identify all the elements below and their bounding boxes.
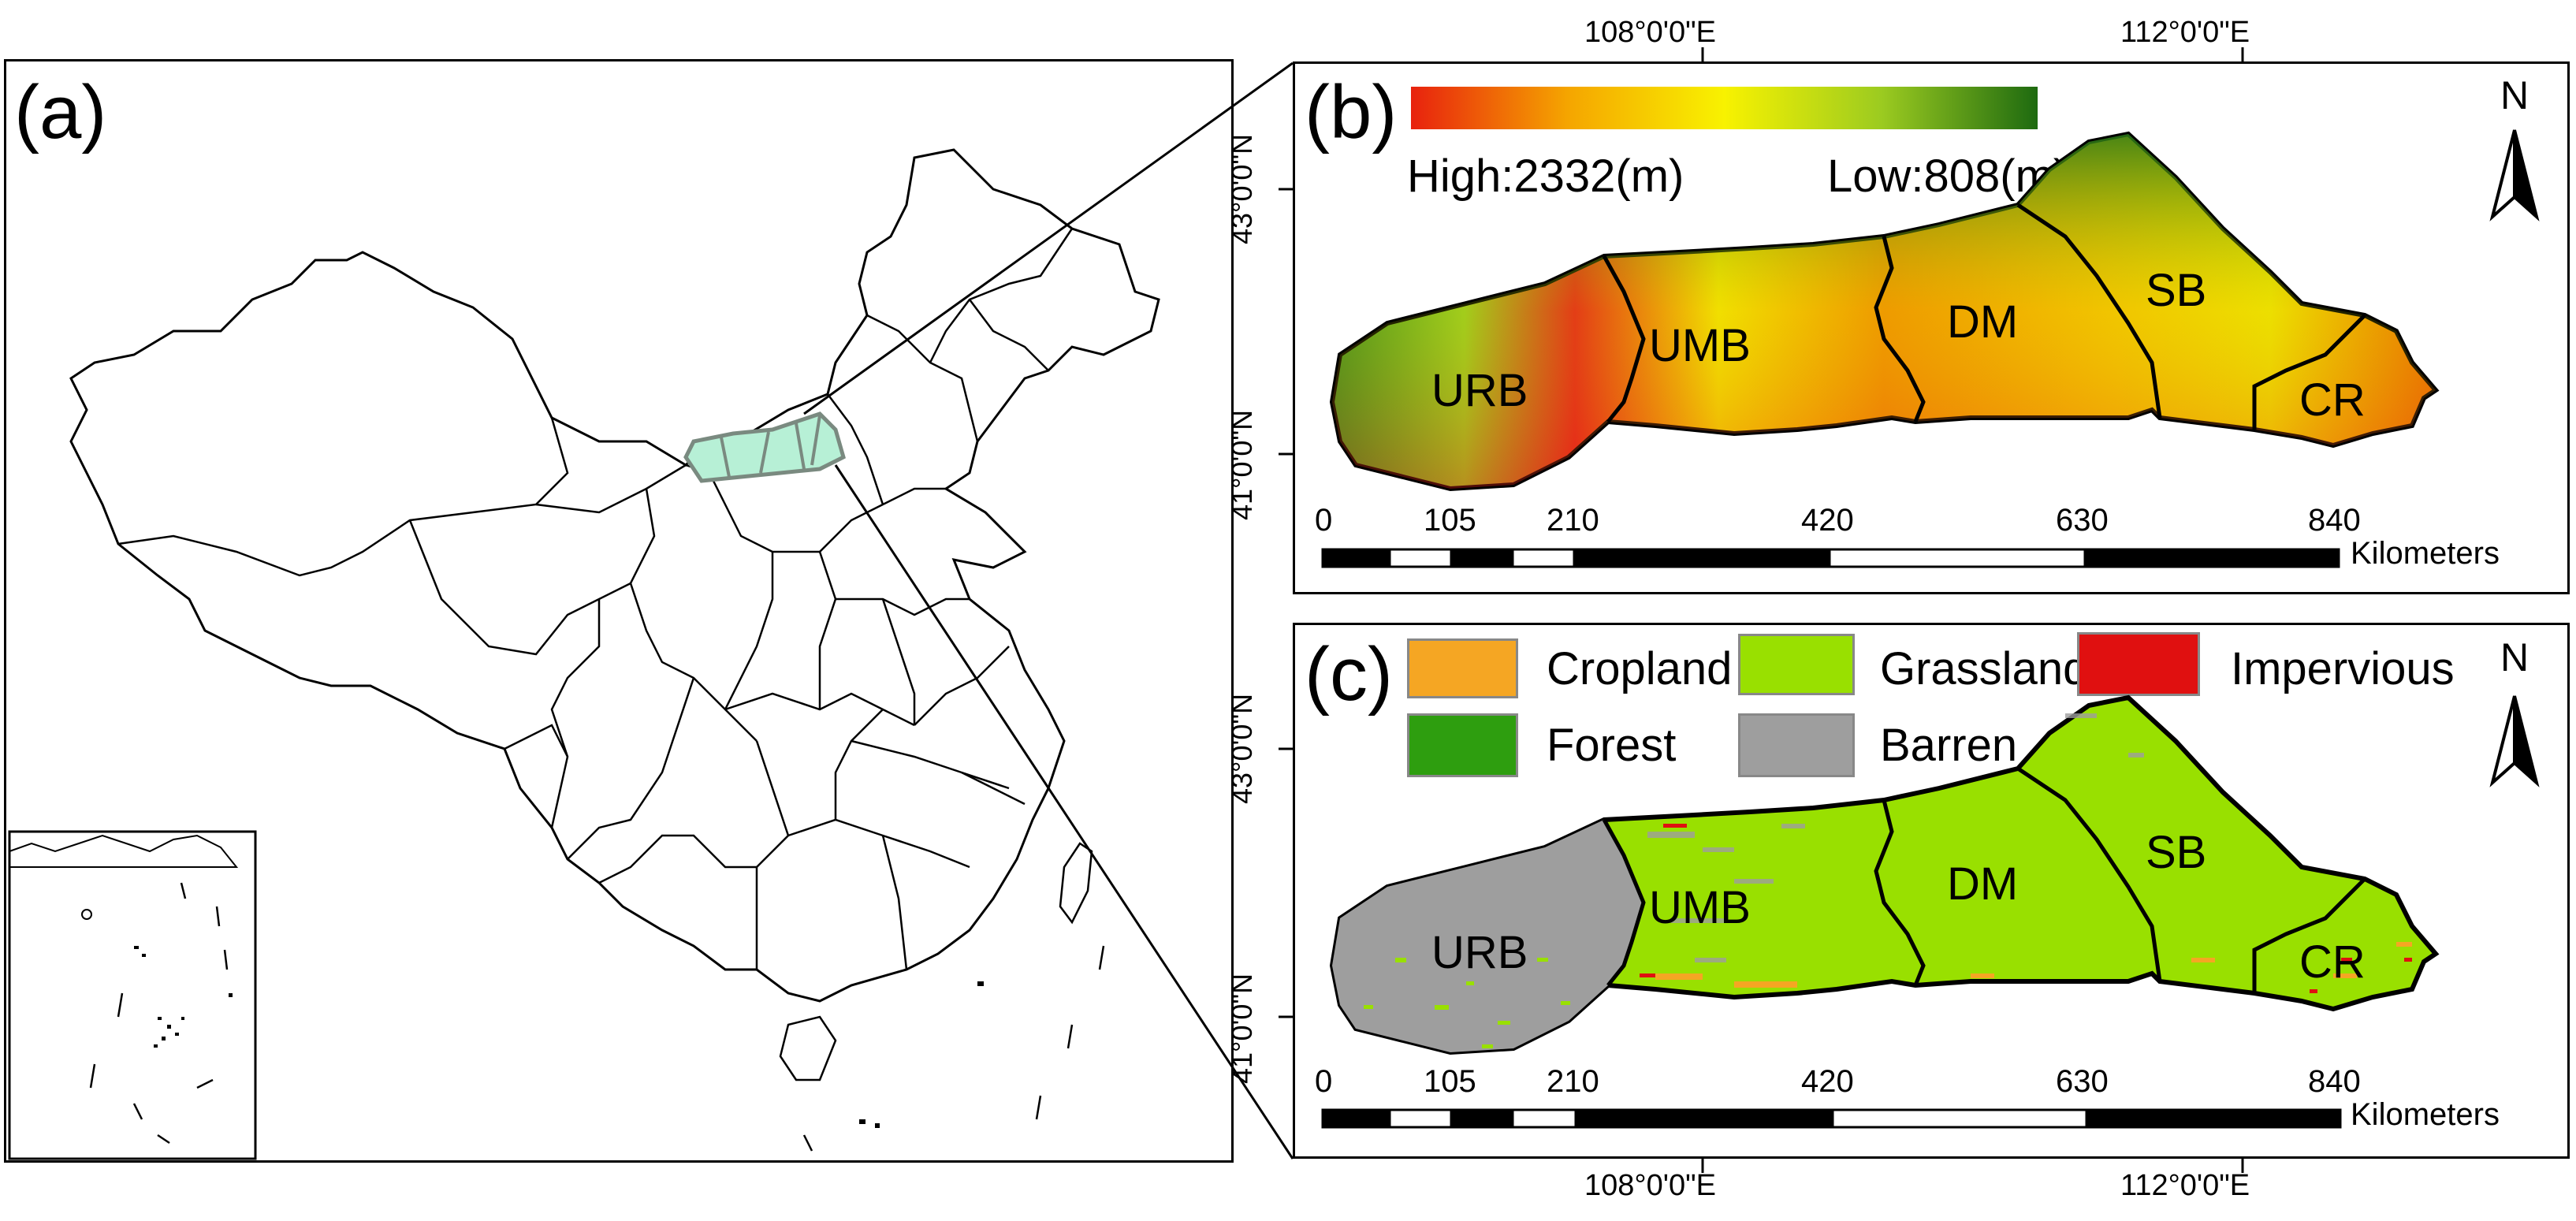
c-region-urb: URB [1431,927,1528,978]
b-top-coord-108: 108°0'0"E [1584,16,1716,49]
b-scale-tick-105: 105 [1424,503,1476,538]
b-north-label: N [2500,73,2529,117]
c-scale-tick-105: 105 [1424,1064,1476,1099]
elevation-legend-bar [1411,87,2038,129]
nine-dash-line [89,882,229,1145]
b-region-cr: CR [2299,374,2366,426]
legend-forest-label: Forest [1547,720,1677,771]
legend-high-label: High:2332(m) [1407,151,1684,202]
c-scale-unit: Kilometers [2351,1097,2500,1132]
b-top-coord-112: 112°0'0"E [2120,16,2250,49]
legend-swatch-impervious [2077,632,2200,696]
c-scale-tick-420: 420 [1801,1064,1854,1099]
legend-swatch-cropland [1407,638,1518,698]
panel-a-label: (a) [14,70,107,154]
legend-impervious-label: Impervious [2231,643,2455,694]
c-region-sb: SB [2146,827,2207,878]
hainan-island [779,1015,837,1081]
c-region-umb: UMB [1649,882,1751,933]
legend-cropland-label: Cropland [1547,643,1733,694]
b-scale-tick-630: 630 [2056,503,2109,538]
b-scale-tick-210: 210 [1547,503,1599,538]
taiwan-island [1059,842,1093,925]
c-north-arrow [2489,695,2540,787]
b-region-umb: UMB [1649,320,1751,371]
b-study-area [1329,131,2440,492]
mainland-nine-dash [802,945,1105,1152]
c-scale-tick-210: 210 [1547,1064,1599,1099]
b-scale-tick-840: 840 [2308,503,2361,538]
c-scale-bar [1321,1108,2342,1129]
legend-swatch-forest [1407,713,1518,777]
legend-barren-label: Barren [1880,720,2018,771]
panel-c-label: (c) [1305,632,1393,717]
province-boundaries [117,228,1074,970]
connector-line-bottom [834,464,1294,1160]
c-scale-tick-0: 0 [1315,1064,1333,1099]
c-region-cr: CR [2299,936,2366,988]
c-scale-tick-630: 630 [2056,1064,2109,1099]
c-north-label: N [2500,635,2529,679]
c-bottom-coord-112: 112°0'0"E [2120,1169,2250,1202]
b-scale-tick-0: 0 [1315,503,1333,538]
b-scale-bar [1321,548,2340,568]
south-china-sea-inset [8,830,257,1160]
panel-b-label: (b) [1305,70,1398,154]
c-region-dm: DM [1947,858,2019,910]
connector-line-top [803,61,1294,415]
c-scale-tick-840: 840 [2308,1064,2361,1099]
c-bottom-coord-108: 108°0'0"E [1584,1169,1716,1202]
b-north-arrow [2489,129,2540,221]
b-region-sb: SB [2146,265,2207,316]
legend-grassland-label: Grassland [1880,643,2089,694]
legend-swatch-barren [1738,713,1855,777]
b-region-dm: DM [1947,296,2019,348]
legend-swatch-grassland [1738,634,1855,695]
b-scale-tick-420: 420 [1801,503,1854,538]
inset-islands [9,834,239,1048]
c-study-area [1329,694,2440,1055]
b-region-urb: URB [1431,365,1528,416]
b-scale-unit: Kilometers [2351,536,2500,571]
